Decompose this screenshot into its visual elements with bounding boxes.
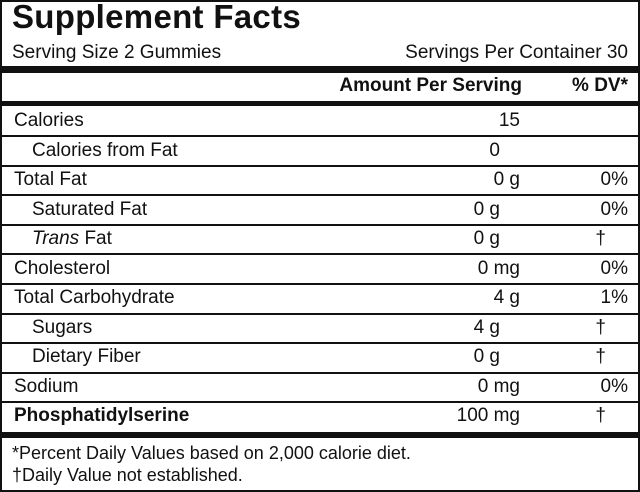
row: Calories from Fat 0 bbox=[2, 136, 638, 166]
daily-value: 0% bbox=[600, 169, 628, 190]
rule bbox=[2, 313, 638, 315]
daily-value: † bbox=[595, 228, 606, 249]
rule bbox=[2, 194, 638, 196]
nutrient: Phosphatidylserine bbox=[14, 405, 190, 426]
nutrient: Total Fat bbox=[14, 169, 87, 190]
footnote: *Percent Daily Values based on 2,000 cal… bbox=[12, 443, 411, 463]
row: Saturated Fat 0 g 0% bbox=[2, 195, 638, 225]
column-header: % DV* bbox=[572, 75, 628, 96]
thick-rule bbox=[2, 101, 638, 106]
rule bbox=[2, 283, 638, 285]
nutrient-italic: Trans bbox=[32, 228, 80, 249]
rule bbox=[2, 401, 638, 403]
row: Calories 15 bbox=[2, 106, 638, 136]
amount: 15 bbox=[498, 110, 520, 131]
rule bbox=[2, 342, 638, 344]
row: Total Carbohydrate 4 g 1% bbox=[2, 283, 638, 313]
rule bbox=[2, 135, 638, 137]
thick-rule bbox=[2, 66, 638, 73]
row: Total Fat 0 g 0% bbox=[2, 165, 638, 195]
row: Cholesterol 0 mg 0% bbox=[2, 254, 638, 284]
daily-value: † bbox=[595, 346, 606, 367]
row: Sugars 4 g † bbox=[2, 313, 638, 343]
amount: 0 mg bbox=[477, 258, 520, 279]
column-header: Amount Per Serving bbox=[339, 75, 522, 96]
nutrient: Total Carbohydrate bbox=[14, 287, 175, 308]
amount: 100 mg bbox=[456, 405, 520, 426]
row: Dietary Fiber 0 g † bbox=[2, 342, 638, 372]
nutrient: Sugars bbox=[32, 317, 93, 338]
rule bbox=[2, 165, 638, 167]
nutrient: Dietary Fiber bbox=[32, 346, 141, 367]
thick-rule bbox=[2, 432, 638, 438]
footnote: †Daily Value not established. bbox=[12, 465, 243, 485]
amount: 0 g bbox=[473, 228, 500, 249]
amount: 0 bbox=[489, 140, 500, 161]
nutrient: Trans Fat bbox=[32, 224, 112, 254]
rule bbox=[2, 372, 638, 374]
amount: 4 g bbox=[473, 317, 500, 338]
nutrient: Calories bbox=[14, 110, 84, 131]
nutrient: Sodium bbox=[14, 376, 79, 397]
rule bbox=[2, 253, 638, 255]
daily-value: † bbox=[595, 317, 606, 338]
daily-value: 1% bbox=[600, 287, 628, 308]
amount: 0 mg bbox=[477, 376, 520, 397]
nutrient: Saturated Fat bbox=[32, 199, 148, 220]
amount: 0 g bbox=[493, 169, 520, 190]
nutrient: Cholesterol bbox=[14, 258, 111, 279]
daily-value: 0% bbox=[600, 258, 628, 279]
servings-per-container: Servings Per Container 30 bbox=[405, 42, 628, 63]
nutrient-rest: Fat bbox=[79, 228, 112, 249]
row: Phosphatidylserine 100 mg † bbox=[2, 401, 638, 431]
row: Trans Fat 0 g † bbox=[2, 224, 638, 254]
amount: 4 g bbox=[493, 287, 520, 308]
title: Supplement Facts bbox=[12, 0, 302, 35]
nutrient: Calories from Fat bbox=[32, 140, 178, 161]
daily-value: † bbox=[595, 405, 606, 426]
daily-value: 0% bbox=[600, 199, 628, 220]
daily-value: 0% bbox=[600, 376, 628, 397]
rule bbox=[2, 224, 638, 226]
row: Sodium 0 mg 0% bbox=[2, 372, 638, 402]
amount: 0 g bbox=[473, 346, 500, 367]
serving-size: Serving Size 2 Gummies bbox=[12, 42, 222, 63]
amount: 0 g bbox=[473, 199, 500, 220]
